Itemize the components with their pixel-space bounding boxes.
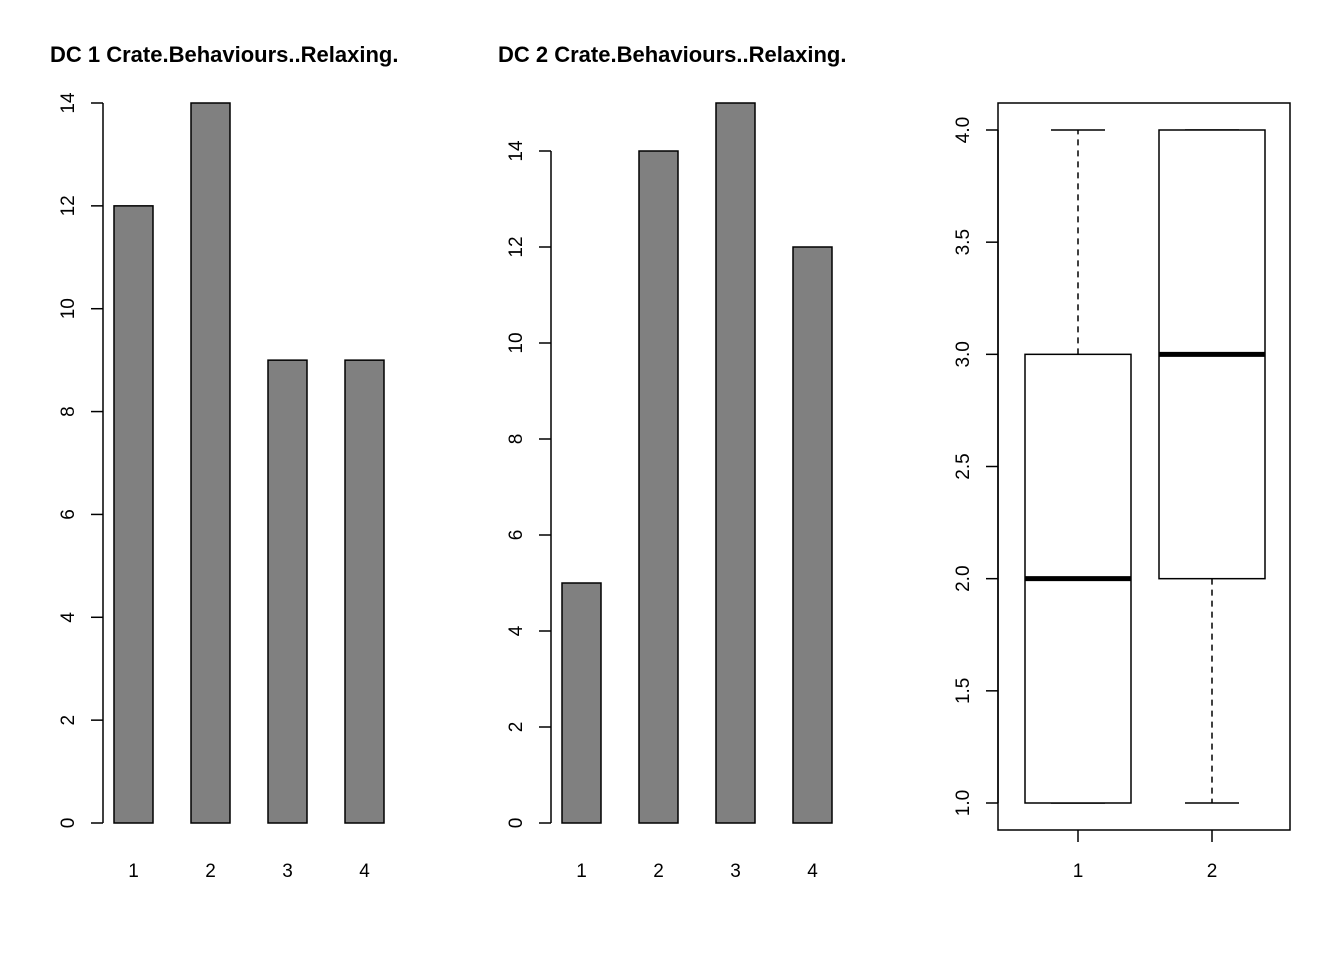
box-1 [1024,129,1132,804]
bar [344,359,385,824]
bars [561,102,833,824]
y-tick-label: 8 [506,434,527,445]
y-tick-label: 2 [58,715,79,726]
bar-chart-dc1: DC 1 Crate.Behaviours..Relaxing. 0246810… [50,42,398,882]
y-tick-label: 2.5 [953,453,974,479]
y-tick-label: 10 [58,298,79,319]
y-tick-label: 4 [58,612,79,623]
x-tick-label: 4 [359,861,370,882]
x-tick-labels: 1 2 3 4 [128,861,370,882]
y-tick-label: 0 [506,818,527,829]
x-tick-label: 2 [205,861,216,882]
x-tick-label: 2 [653,861,664,882]
x-tick-label: 3 [730,861,741,882]
bar [190,102,231,824]
boxes [1024,129,1266,804]
y-tick-label: 4.0 [953,117,974,143]
bar [267,359,308,824]
x-tick-labels: 1 2 3 4 [576,861,818,882]
bar [561,582,602,824]
bar [715,102,756,824]
y-tick-label: 14 [506,140,527,162]
y-tick-label: 3.0 [953,341,974,367]
chart-title: DC 1 Crate.Behaviours..Relaxing. [50,42,398,67]
bar-chart-dc2: DC 2 Crate.Behaviours..Relaxing. 0246810… [498,42,846,882]
y-tick-label: 3.5 [953,229,974,255]
y-tick-label: 10 [506,332,527,353]
y-tick-label: 14 [58,92,79,114]
y-tick-label: 8 [58,406,79,417]
y-tick-label: 4 [506,625,527,636]
bars [113,102,385,824]
y-tick-label: 1.0 [953,790,974,816]
y-tick-label: 6 [58,509,79,520]
y-tick-label: 1.5 [953,678,974,704]
box-2 [1158,129,1266,804]
x-tick-label: 1 [1073,861,1084,882]
y-axis: 1.0 1.5 2.0 2.5 3.0 3.5 4.0 [953,117,999,816]
chart-title: DC 2 Crate.Behaviours..Relaxing. [498,42,846,67]
y-tick-label: 0 [58,818,79,829]
y-tick-label: 12 [506,236,527,257]
y-axis: 0 2 4 6 8 10 12 14 [506,140,552,829]
x-tick-label: 4 [807,861,818,882]
y-axis: 0 2 4 6 8 10 12 14 [58,92,104,829]
y-tick-label: 6 [506,530,527,541]
x-tick-label: 2 [1207,861,1218,882]
x-tick-label: 1 [576,861,587,882]
bar [113,205,154,824]
x-tick-label: 1 [128,861,139,882]
y-tick-label: 2 [506,722,527,733]
bar [638,150,679,824]
y-tick-label: 12 [58,195,79,216]
y-tick-label: 2.0 [953,565,974,591]
bar [792,246,833,824]
x-tick-label: 3 [282,861,293,882]
